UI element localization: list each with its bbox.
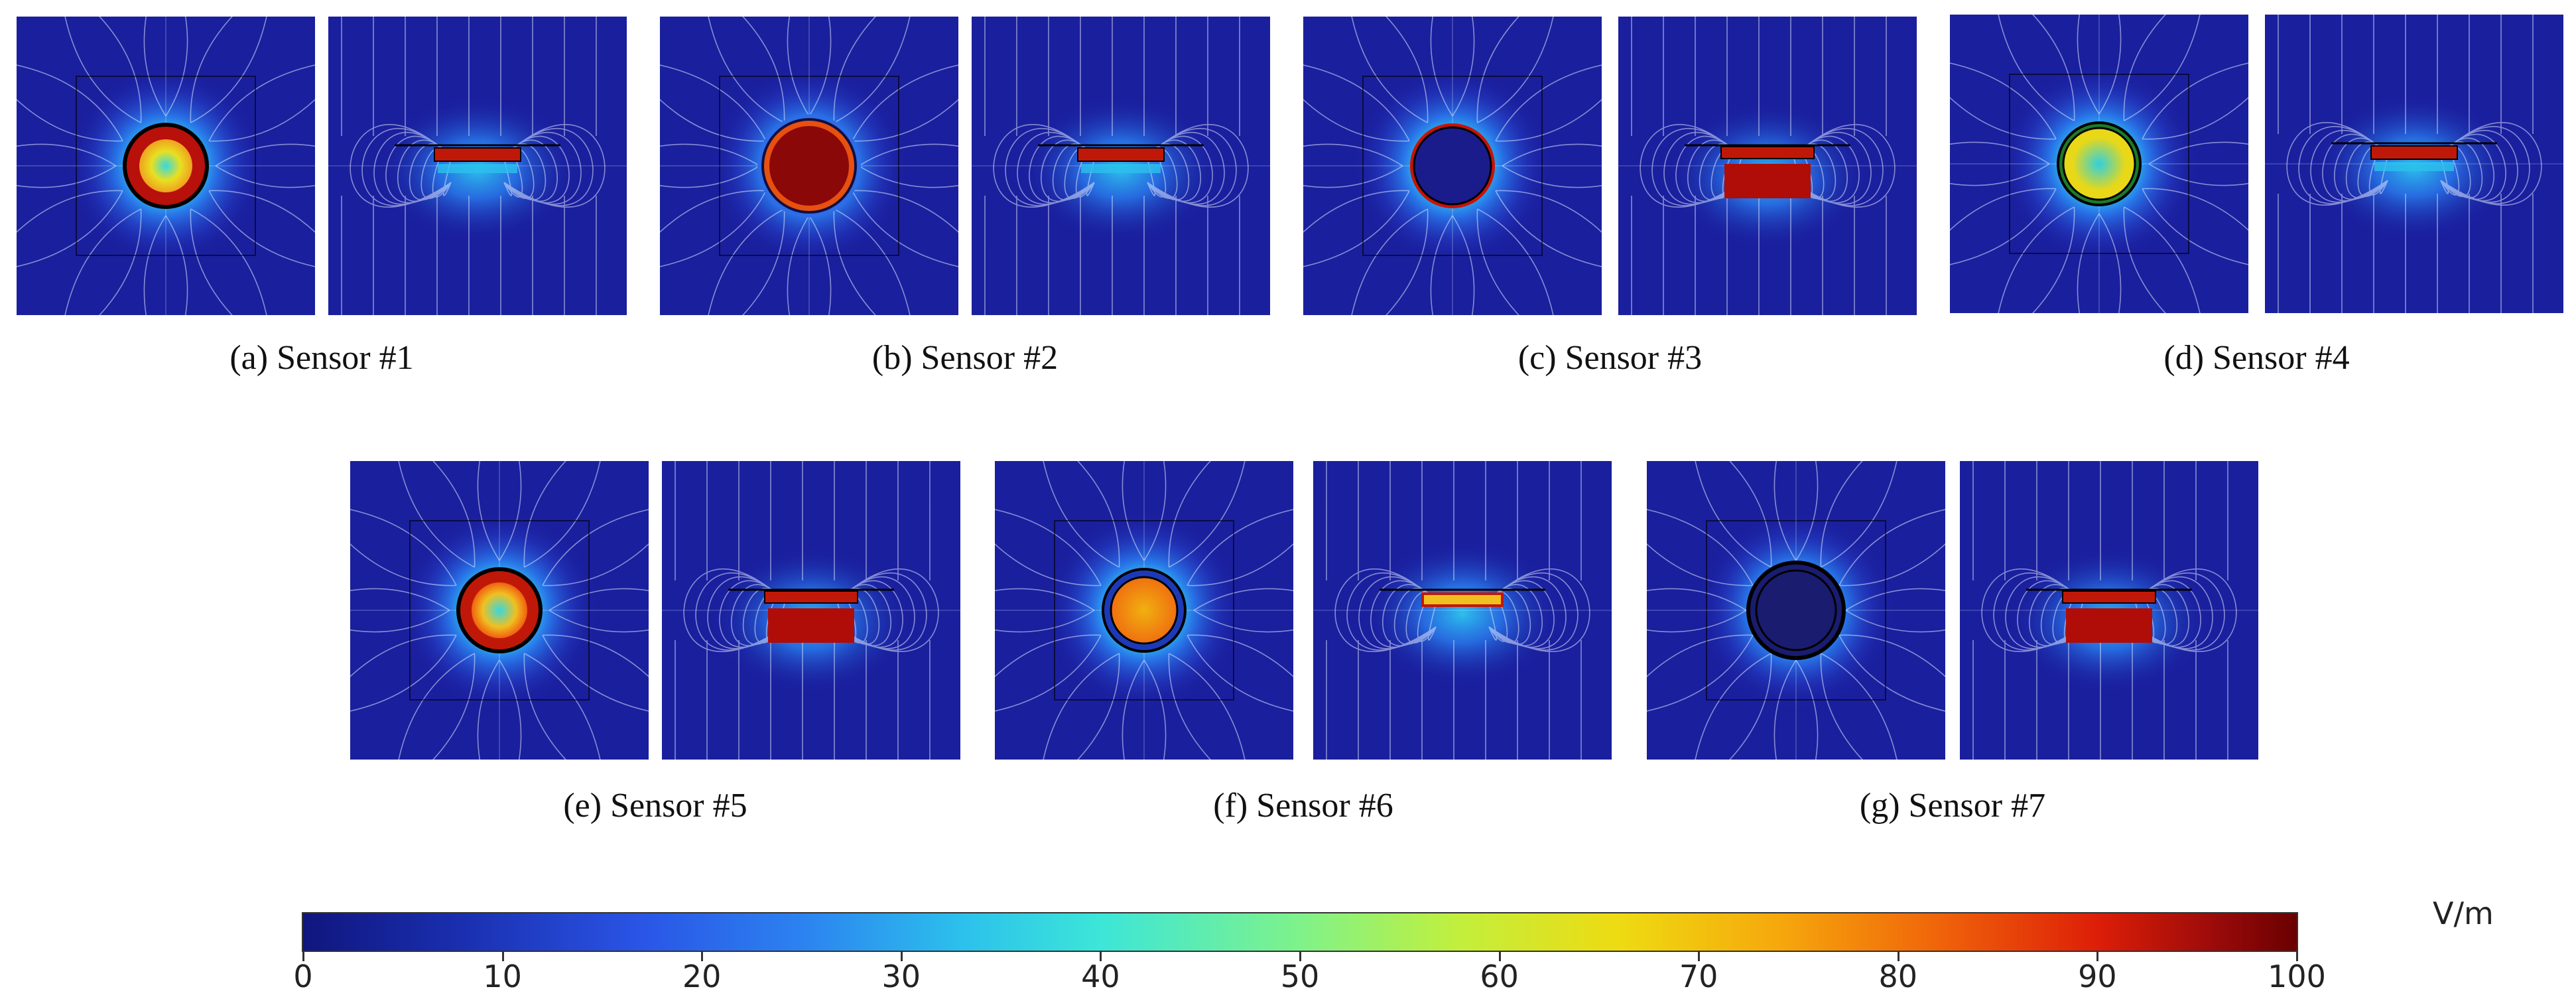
colorbar-tick <box>2096 952 2099 961</box>
colorbar-tick <box>1100 952 1102 961</box>
sensor-3-side-view <box>1618 17 1917 315</box>
sensor-4-top-view <box>1950 15 2248 313</box>
sensor-6-top-view <box>995 461 1293 760</box>
colorbar-tick-label: 20 <box>682 959 722 994</box>
colorbar-tick <box>2296 952 2298 961</box>
sensor-2-caption: (b) Sensor #2 <box>871 339 1059 377</box>
colorbar-tick <box>900 952 903 961</box>
sensor-2-side-view <box>972 17 1270 315</box>
colorbar-unit: V/m <box>2433 896 2494 931</box>
sensor-7-top-view <box>1647 461 1945 760</box>
colorbar-tick-label: 0 <box>293 959 313 994</box>
colorbar-tick-label: 80 <box>1878 959 1918 994</box>
colorbar-tick-label: 40 <box>1081 959 1120 994</box>
sensor-5-caption: (e) Sensor #5 <box>563 787 747 825</box>
sensor-4-caption: (d) Sensor #4 <box>2163 339 2350 377</box>
sensor-5-top-view <box>350 461 649 760</box>
colorbar-tick <box>1897 952 1900 961</box>
colorbar-tick <box>701 952 704 961</box>
colorbar-tick-label: 90 <box>2078 959 2117 994</box>
sensor-4-side-view <box>2265 15 2563 313</box>
colorbar-tick-label: 50 <box>1280 959 1320 994</box>
sensor-6-caption: (f) Sensor #6 <box>1213 787 1393 825</box>
colorbar-tick-label: 60 <box>1480 959 1519 994</box>
sensor-3-caption: (c) Sensor #3 <box>1517 339 1703 377</box>
sensor-7-caption: (g) Sensor #7 <box>1859 787 2046 825</box>
sensor-2-top-view <box>660 17 958 315</box>
colorbar-tick <box>501 952 504 961</box>
colorbar-tick-label: 70 <box>1679 959 1718 994</box>
sensor-1-caption: (a) Sensor #1 <box>229 339 414 377</box>
colorbar-tick-label: 100 <box>2268 959 2326 994</box>
sensor-7-side-view <box>1960 461 2258 760</box>
colorbar-tick <box>1498 952 1501 961</box>
colorbar-tick <box>1698 952 1701 961</box>
colorbar-tick <box>1299 952 1301 961</box>
sensor-1-side-view <box>328 17 627 315</box>
sensor-5-side-view <box>662 461 960 760</box>
sensor-1-top-view <box>17 17 315 315</box>
sensor-6-side-view <box>1313 461 1612 760</box>
colorbar <box>302 912 2298 952</box>
colorbar-tick <box>302 952 304 961</box>
sensor-3-top-view <box>1303 17 1602 315</box>
colorbar-tick-label: 10 <box>483 959 522 994</box>
colorbar-tick-label: 30 <box>881 959 921 994</box>
